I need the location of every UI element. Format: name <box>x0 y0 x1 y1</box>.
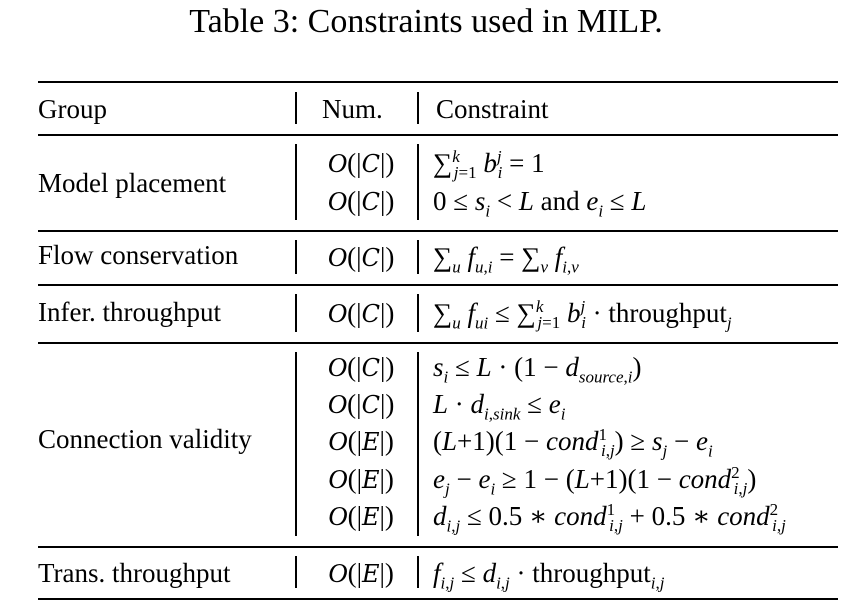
num-cell: O(|E|) <box>328 558 394 588</box>
num-cell: O(|C|) <box>327 352 395 382</box>
constraint-cell: ej − ei ≥ 1 − (L+1)(1 − cond2i,j) <box>433 463 757 499</box>
column-separator <box>295 294 297 332</box>
column-separator <box>295 240 297 274</box>
group-label: Flow conservation <box>38 240 239 270</box>
constraint-cell: si ≤ L · (1 − dsource,i) <box>433 352 642 387</box>
constraint-cell: fi,j ≤ di,j · throughputi,j <box>433 558 665 593</box>
num-cell: O(|C|) <box>327 242 395 272</box>
num-cell: O(|C|) <box>327 298 395 328</box>
header-rule <box>38 134 838 136</box>
group-label: Trans. throughput <box>38 558 231 588</box>
column-separator <box>417 294 419 332</box>
table-caption: Table 3: Constraints used in MILP. <box>189 3 663 40</box>
num-cell: O(|E|) <box>328 501 394 531</box>
column-separator <box>417 556 419 588</box>
constraint-cell: ∑u fu,i = ∑v fi,v <box>433 242 579 277</box>
constraint-cell: ∑u fui ≤ ∑kj=1 bji · throughputj <box>433 297 732 333</box>
column-separator <box>417 240 419 274</box>
group-rule <box>38 284 838 286</box>
column-separator <box>295 92 297 124</box>
header-group: Group <box>38 94 107 124</box>
group-label: Model placement <box>38 168 227 198</box>
column-separator <box>295 556 297 588</box>
constraint-cell: 0 ≤ si < L and ei ≤ L <box>433 186 647 221</box>
constraint-cell: L · di,sink ≤ ei <box>433 389 566 424</box>
num-cell: O(|C|) <box>327 186 395 216</box>
group-label: Connection validity <box>38 424 252 454</box>
bottom-rule <box>38 598 838 600</box>
num-cell: O(|C|) <box>327 389 395 419</box>
column-separator <box>417 352 419 536</box>
num-cell: O(|C|) <box>327 148 395 178</box>
header-constraint: Constraint <box>436 94 549 124</box>
group-rule <box>38 546 838 548</box>
group-rule <box>38 342 838 344</box>
column-separator <box>417 92 419 124</box>
num-cell: O(|E|) <box>328 426 394 456</box>
group-rule <box>38 230 838 232</box>
top-rule <box>38 81 838 83</box>
constraint-cell: di,j ≤ 0.5 ∗ cond1i,j + 0.5 ∗ cond2i,j <box>433 500 786 536</box>
header-num: Num. <box>322 94 383 124</box>
column-separator <box>295 352 297 536</box>
num-cell: O(|E|) <box>328 464 394 494</box>
group-label: Infer. throughput <box>38 297 221 327</box>
constraint-cell: ∑kj=1 bji = 1 <box>433 147 545 183</box>
column-separator <box>295 144 297 220</box>
column-separator <box>417 144 419 220</box>
constraint-cell: (L+1)(1 − cond1i,j) ≥ sj − ei <box>433 425 713 461</box>
